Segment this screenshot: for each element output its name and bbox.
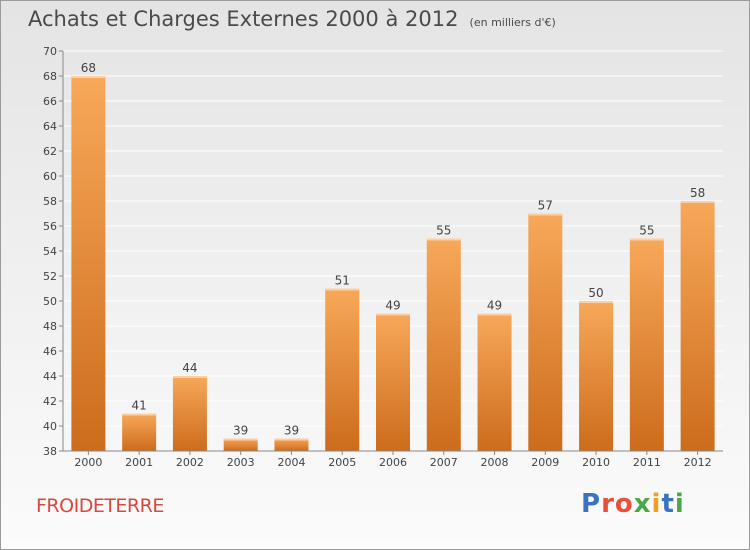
x-tick-label: 2010 bbox=[582, 456, 610, 469]
bar bbox=[680, 201, 715, 451]
data-label: 55 bbox=[436, 224, 451, 238]
y-tick-label: 38 bbox=[43, 445, 57, 458]
logo-letter: r bbox=[601, 489, 615, 519]
x-tick-label: 2008 bbox=[481, 456, 509, 469]
bar-highlight bbox=[579, 301, 614, 303]
y-tick-label: 66 bbox=[43, 95, 57, 108]
chart-title: Achats et Charges Externes 2000 à 2012 (… bbox=[28, 7, 556, 31]
bar bbox=[426, 238, 461, 451]
y-tick-label: 58 bbox=[43, 195, 57, 208]
y-tick-label: 52 bbox=[43, 270, 57, 283]
data-label: 57 bbox=[538, 199, 553, 213]
title-unit: (en milliers d'€) bbox=[469, 16, 556, 29]
x-tick-label: 2006 bbox=[379, 456, 407, 469]
bar-highlight bbox=[629, 238, 664, 241]
proxiti-logo: Proxiti bbox=[581, 489, 685, 519]
y-tick-labels: 38 40 42 44 46 48 50 52 54 56 58 60 62 64 66 68 70 bbox=[43, 45, 63, 458]
bar-highlight bbox=[274, 438, 309, 441]
x-tick-label: 2004 bbox=[277, 456, 305, 469]
y-tick-label: 70 bbox=[43, 45, 57, 58]
data-label: 44 bbox=[182, 361, 197, 375]
bar-highlight bbox=[477, 313, 512, 316]
y-tick-label: 44 bbox=[43, 370, 57, 383]
bar bbox=[629, 238, 664, 451]
bar bbox=[579, 301, 614, 451]
commune-name: FROIDETERRE bbox=[36, 495, 164, 517]
title-main: Achats et Charges Externes 2000 à 2012 bbox=[28, 7, 459, 31]
logo-letter: i bbox=[674, 489, 685, 519]
data-label: 49 bbox=[487, 299, 502, 313]
x-tick-label: 2000 bbox=[74, 456, 102, 469]
bar bbox=[274, 438, 309, 451]
y-tick-label: 40 bbox=[43, 420, 57, 433]
logo-letter: P bbox=[581, 489, 602, 519]
bar bbox=[376, 313, 410, 451]
y-tick-label: 56 bbox=[43, 220, 57, 233]
x-tick-label: 2009 bbox=[531, 456, 559, 469]
data-labels: 68 41 44 39 39 51 49 55 49 57 50 55 58 bbox=[81, 61, 706, 438]
x-tick-label: 2007 bbox=[430, 456, 458, 469]
x-tick-label: 2011 bbox=[633, 456, 661, 469]
logo-letter: i bbox=[651, 489, 662, 519]
bar bbox=[172, 376, 207, 451]
bar-highlight bbox=[325, 288, 360, 291]
data-label: 49 bbox=[385, 299, 400, 313]
logo-letter: t bbox=[661, 489, 675, 519]
logo-letter: x bbox=[633, 489, 652, 519]
data-label: 39 bbox=[284, 424, 299, 438]
y-tick-label: 64 bbox=[43, 120, 57, 133]
bar bbox=[71, 76, 106, 451]
data-label: 68 bbox=[81, 61, 96, 75]
bar-highlight bbox=[172, 376, 207, 378]
data-label: 51 bbox=[335, 274, 350, 288]
data-label: 50 bbox=[588, 286, 603, 300]
bar bbox=[325, 288, 360, 451]
data-label: 41 bbox=[132, 399, 147, 413]
y-tick-label: 42 bbox=[43, 395, 57, 408]
bar-highlight bbox=[680, 201, 715, 203]
y-tick-label: 62 bbox=[43, 145, 57, 158]
x-tick-label: 2012 bbox=[684, 456, 712, 469]
data-label: 55 bbox=[639, 224, 654, 238]
x-tick-label: 2003 bbox=[227, 456, 255, 469]
bar bbox=[477, 313, 512, 451]
bar bbox=[223, 438, 258, 451]
x-tick-label: 2001 bbox=[125, 456, 153, 469]
bar bbox=[528, 213, 563, 451]
bar-highlight bbox=[426, 238, 461, 241]
logo-letter: o bbox=[614, 489, 634, 519]
y-tick-label: 48 bbox=[43, 320, 57, 333]
y-tick-label: 54 bbox=[43, 245, 57, 258]
x-tick-label: 2002 bbox=[176, 456, 204, 469]
y-tick-label: 46 bbox=[43, 345, 57, 358]
bar-highlight bbox=[122, 413, 157, 416]
y-tick-label: 50 bbox=[43, 295, 57, 308]
y-tick-label: 68 bbox=[43, 70, 57, 83]
data-label: 39 bbox=[233, 424, 248, 438]
bar-highlight bbox=[223, 438, 258, 441]
bar-highlight bbox=[71, 76, 106, 78]
x-tick-labels: 2000 2001 2002 2003 2004 2005 2006 2007 2008 2009… bbox=[74, 451, 712, 469]
bar-highlight bbox=[376, 313, 410, 316]
bar-highlight bbox=[528, 213, 563, 216]
data-label: 58 bbox=[690, 186, 705, 200]
x-tick-label: 2005 bbox=[328, 456, 356, 469]
bar bbox=[122, 413, 157, 451]
y-tick-label: 60 bbox=[43, 170, 57, 183]
bars bbox=[71, 76, 715, 451]
